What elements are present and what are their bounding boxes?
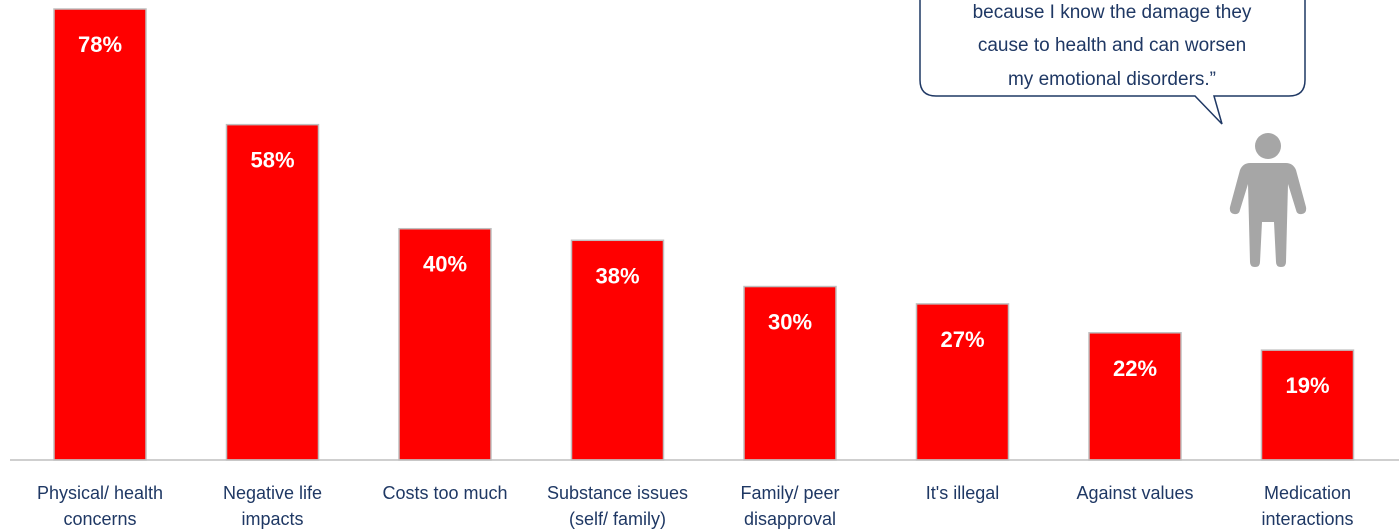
category-label: Physical/ health [37, 483, 163, 503]
category-label: Family/ peer [740, 483, 839, 503]
category-label: It's illegal [926, 483, 999, 503]
category-labels: Physical/ health concerns Negative life imp… [37, 483, 1354, 529]
person-head [1255, 133, 1281, 159]
bar-value-label: 78% [78, 32, 122, 57]
bar-value-label: 22% [1113, 356, 1157, 381]
category-label: impacts [241, 509, 303, 529]
quote-callout: because I know the damage they cause to … [919, 0, 1306, 125]
bar [1088, 332, 1182, 461]
bar [398, 227, 492, 461]
category-label: Medication [1264, 483, 1351, 503]
quote-line-2: cause to health and can worsen [978, 35, 1246, 56]
bar-value-label: 38% [595, 263, 639, 288]
person-body [1229, 163, 1307, 267]
bar-value-label: 30% [768, 310, 812, 335]
bar [225, 123, 320, 461]
category-label: concerns [63, 509, 136, 529]
bar [53, 8, 147, 461]
category-label: Against values [1076, 483, 1193, 503]
quote-line-1: because I know the damage they [973, 2, 1252, 23]
person-icon [1229, 133, 1307, 267]
category-label: Negative life [223, 483, 322, 503]
category-label: Substance issues [547, 483, 688, 503]
speech-bubble [919, 0, 1306, 125]
bar-value-label: 58% [250, 148, 294, 173]
category-label: Costs too much [382, 483, 507, 503]
bar-value-label: 27% [940, 327, 984, 352]
bar [1260, 349, 1355, 461]
category-label: disapproval [744, 509, 836, 529]
bar-value-label: 19% [1285, 373, 1329, 398]
bar-value-label: 40% [423, 252, 467, 277]
quote-line-3: my emotional disorders.” [1008, 69, 1216, 90]
category-label: (self/ family) [569, 509, 666, 529]
category-label: interactions [1261, 509, 1353, 529]
bars: 78% 58% 40% 38% 30% 27% 22% 19% [53, 8, 1355, 461]
